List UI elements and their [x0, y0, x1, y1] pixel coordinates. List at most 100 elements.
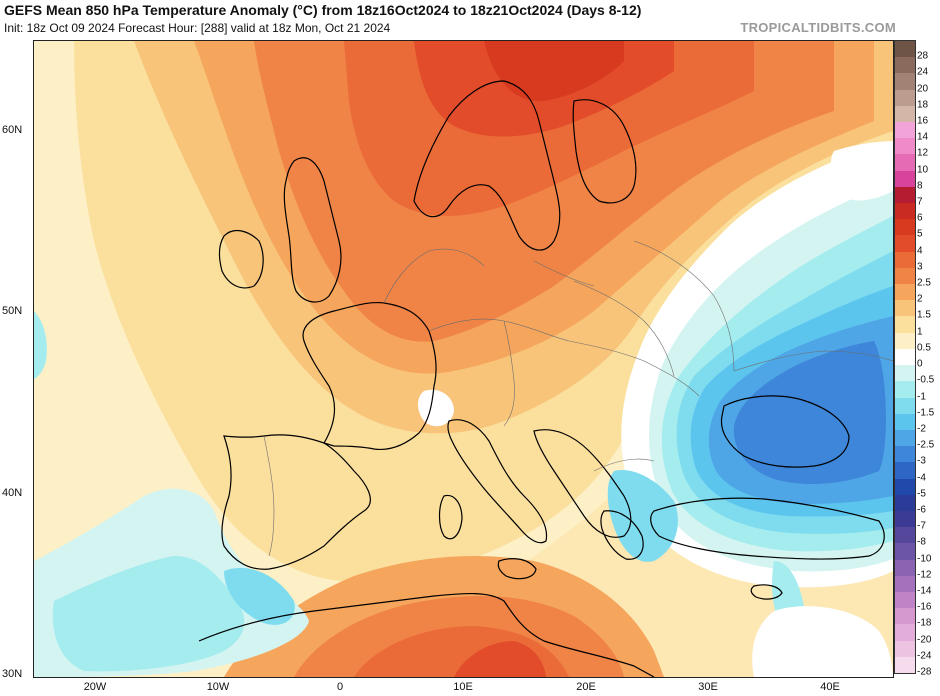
field-africa-4 — [454, 641, 546, 677]
colorbar-swatch — [895, 332, 915, 350]
coast-north-africa — [198, 592, 655, 677]
colorbar-swatch — [895, 154, 915, 172]
coast-sardinia — [438, 494, 463, 540]
colorbar-tick-label: -28 — [917, 666, 932, 678]
colorbar-swatch — [895, 57, 915, 74]
coast-sicily — [497, 558, 537, 580]
field-atlantic-cool-4 — [224, 567, 295, 625]
colorbar-tick-label: 5 — [917, 228, 923, 240]
field-aegean-cool — [607, 470, 678, 562]
colorbar-tick-label: -8 — [917, 536, 926, 548]
colorbar-swatch — [895, 89, 915, 107]
coast-scandinavia — [413, 80, 561, 251]
colorbar-swatch — [895, 170, 915, 188]
colorbar-swatch — [895, 640, 915, 658]
map-subtitle: Init: 18z Oct 09 2024 Forecast Hour: [28… — [4, 21, 391, 35]
coast-uk — [283, 157, 342, 303]
field-neutral-patch-1 — [830, 141, 893, 201]
coastlines — [198, 80, 885, 677]
colorbar-swatch — [895, 543, 915, 561]
lon-label-20w: 20W — [83, 681, 107, 693]
lat-label-30n: 30N — [2, 668, 23, 680]
border-9 — [593, 458, 655, 472]
colorbar-tick-label: -14 — [917, 585, 932, 597]
colorbar-swatch — [895, 122, 915, 139]
colorbar-swatch — [895, 413, 915, 431]
field-neutral-patch-3 — [752, 606, 893, 677]
colorbar-tick-label: 0 — [917, 358, 923, 370]
colorbar-swatch — [895, 365, 915, 382]
field-neutral-patch-2 — [418, 389, 454, 427]
colorbar-tick-label: -2.5 — [917, 439, 935, 451]
coast-iberia — [221, 434, 371, 570]
border-8 — [733, 350, 893, 372]
colorbar-tick-label: -12 — [917, 569, 932, 581]
anomaly-map-canvas — [34, 41, 893, 677]
border-10 — [263, 435, 275, 557]
lon-label-10w: 10W — [206, 681, 230, 693]
field-anomaly-6 — [484, 41, 624, 102]
border-2 — [503, 320, 515, 427]
colorbar-swatch — [895, 203, 915, 220]
colorbar-swatch — [895, 267, 915, 285]
coast-cyprus — [750, 584, 783, 600]
colorbar-swatch — [895, 219, 915, 236]
colorbar-swatch — [895, 494, 915, 512]
map-header: GEFS Mean 850 hPa Temperature Anomaly (°… — [4, 2, 936, 36]
lat-label-60n: 60N — [2, 124, 23, 136]
colorbar-swatch — [895, 429, 915, 447]
colorbar-tick-label: 12 — [917, 147, 929, 159]
colorbar-tick-label: -7 — [917, 520, 926, 532]
colorbar-tick-label: -4 — [917, 472, 926, 484]
field-neg-3 — [733, 341, 886, 485]
colorbar-tick-label: -6 — [917, 504, 926, 516]
colorbar-swatch — [895, 591, 915, 609]
colorbar-swatch — [895, 478, 915, 496]
lon-label-30e: 30E — [698, 681, 718, 693]
country-borders — [263, 240, 893, 557]
colorbar-tick-label: -1 — [917, 391, 926, 402]
colorbar-tick-label: 1 — [917, 326, 923, 338]
lon-label-10e: 10E — [453, 681, 473, 693]
lon-label-20e: 20E — [576, 681, 596, 693]
colorbar-swatch — [895, 138, 915, 155]
colorbar-tick-label: -16 — [917, 601, 932, 613]
coast-turkey — [650, 497, 885, 560]
coast-black-sea — [720, 395, 850, 468]
colorbar-tick-label: 10 — [917, 164, 929, 176]
border-6 — [383, 248, 485, 304]
colorbar-tick-label: -10 — [917, 553, 932, 565]
colorbar-swatch — [895, 397, 915, 415]
colorbar-tick-label: 1.5 — [917, 309, 931, 321]
colorbar-tick-label: 4 — [917, 245, 923, 257]
lat-label-50n: 50N — [2, 305, 23, 317]
anomaly-map — [33, 40, 894, 678]
brand-watermark: TROPICALTIDBITS.COM — [740, 20, 896, 35]
colorbar-tick-label: 14 — [917, 131, 929, 143]
colorbar-swatch — [895, 527, 915, 544]
colorbar-swatch — [895, 186, 915, 204]
coast-france — [302, 301, 437, 451]
colorbar-swatch — [895, 575, 915, 593]
coast-ireland — [218, 229, 264, 289]
colorbar-swatch — [895, 316, 915, 334]
colorbar-tick-label: -18 — [917, 617, 932, 629]
colorbar-swatch — [895, 251, 915, 269]
colorbar-swatch — [895, 624, 915, 642]
colorbar-tick-label: -0.5 — [917, 374, 935, 386]
colorbar-tick-label: 6 — [917, 212, 923, 224]
colorbar-swatch — [895, 41, 915, 58]
colorbar-swatch — [895, 284, 915, 301]
colorbar-swatch — [895, 608, 915, 625]
border-5 — [533, 260, 595, 287]
colorbar-tick-label: 20 — [917, 83, 929, 95]
colorbar-tick-label: 18 — [917, 99, 929, 111]
colorbar-tick-label: 16 — [917, 115, 929, 127]
map-title: GEFS Mean 850 hPa Temperature Anomaly (°… — [4, 2, 642, 18]
lon-label-0: 0 — [336, 681, 344, 693]
border-3 — [568, 340, 700, 397]
colorbar-swatch — [895, 235, 915, 253]
colorbar-swatch — [895, 105, 915, 123]
colorbar-swatch — [895, 446, 915, 463]
colorbar-swatch — [895, 73, 915, 91]
